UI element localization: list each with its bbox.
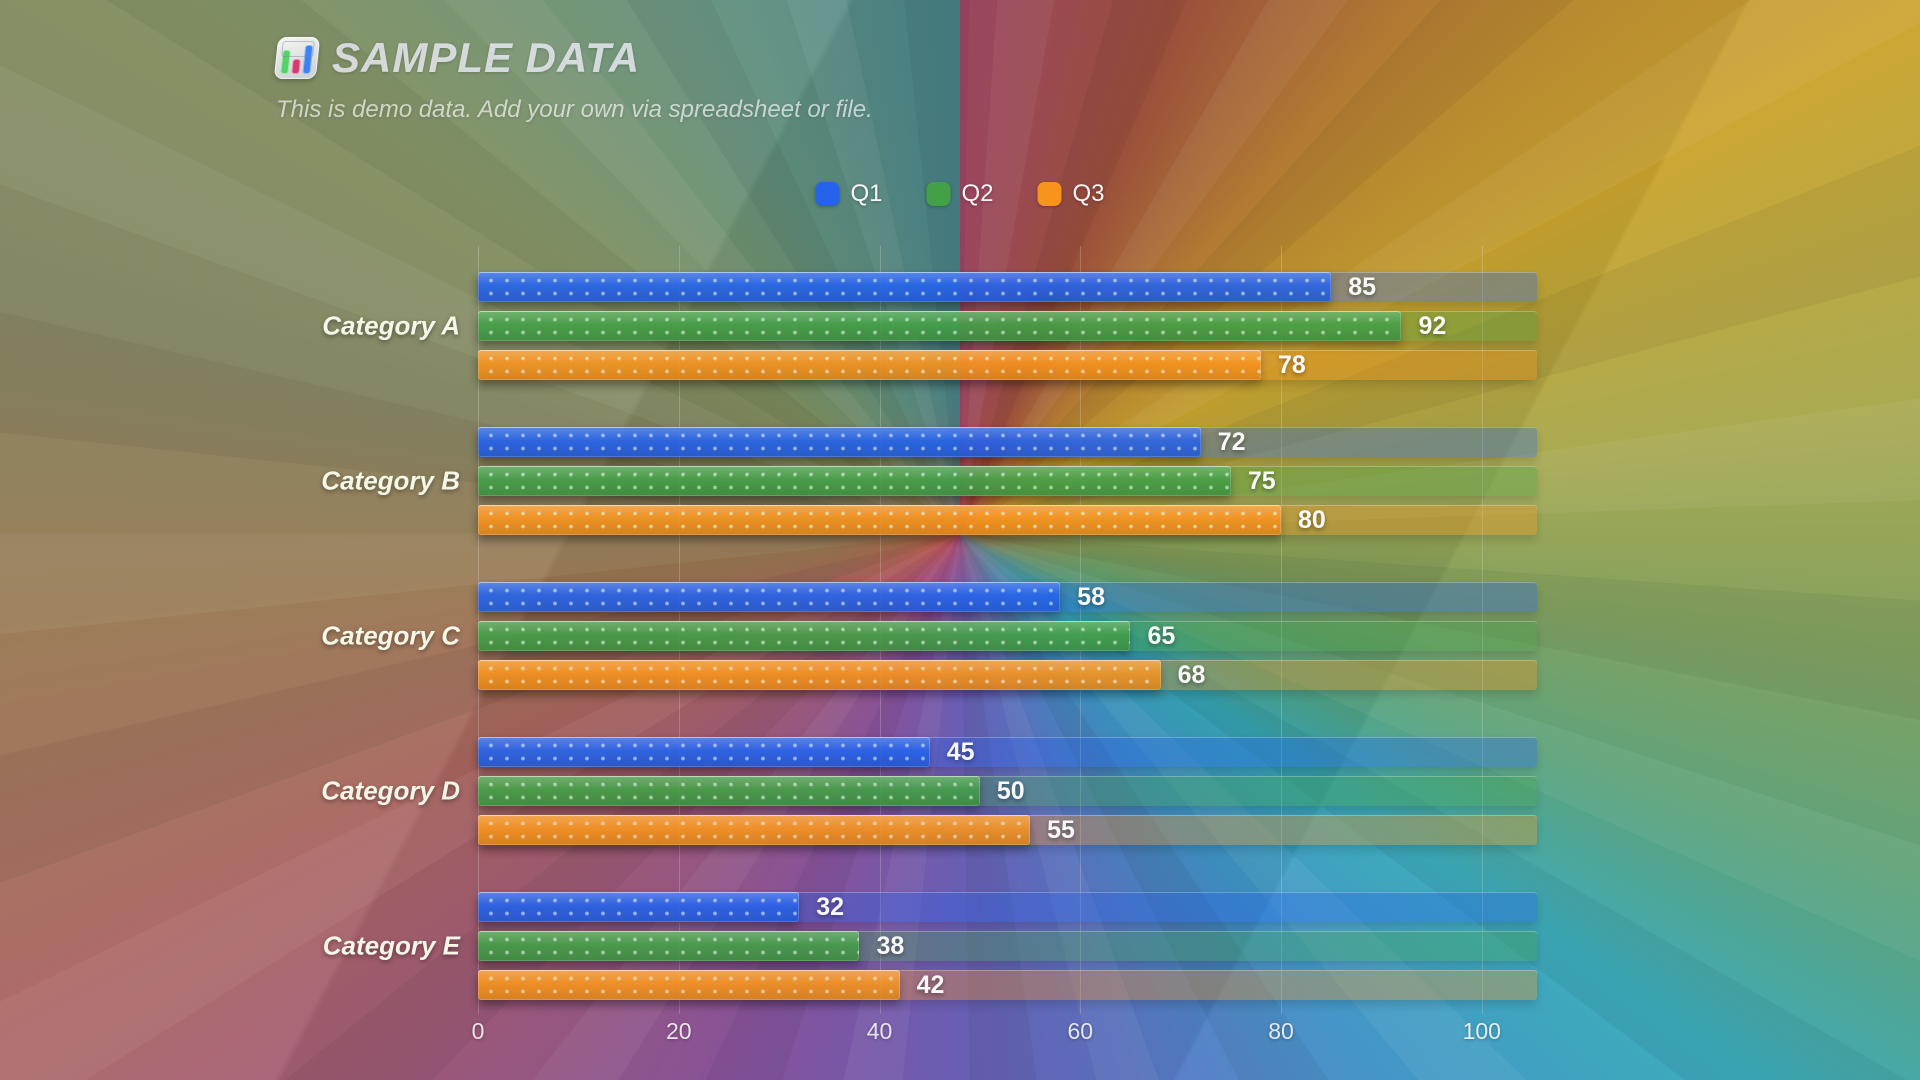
category-group: Category D 45 50 55	[321, 737, 1537, 845]
bar-q3[interactable]	[478, 350, 1261, 380]
bar-q3[interactable]	[478, 505, 1282, 535]
logo-bar-blue	[302, 45, 314, 74]
bar-row-q2: 75	[478, 466, 1537, 496]
bar-q1[interactable]	[478, 737, 930, 767]
bar-value-label: 85	[1348, 273, 1377, 301]
x-axis-tick-label: 80	[1268, 1018, 1294, 1044]
bar-q3[interactable]	[478, 815, 1031, 845]
bar-row-q2: 50	[478, 776, 1537, 806]
legend-label: Q3	[1072, 180, 1105, 207]
bar-q1[interactable]	[478, 272, 1332, 302]
bar-value-label: 80	[1298, 506, 1326, 534]
bar-q2[interactable]	[478, 621, 1131, 651]
bar-value-label: 38	[876, 932, 905, 960]
bar-q2[interactable]	[478, 776, 980, 806]
legend-swatch-q3	[1037, 182, 1062, 206]
legend-swatch-q2	[926, 182, 951, 206]
category-label: Category E	[322, 930, 460, 961]
bar-chart-logo-icon	[273, 37, 321, 79]
legend-label: Q2	[961, 180, 994, 207]
legend-item-q1[interactable]: Q1	[815, 180, 882, 208]
category-group: Category A 85 92 78	[322, 272, 1537, 380]
bar-q3[interactable]	[478, 660, 1161, 690]
legend-item-q3[interactable]: Q3	[1037, 180, 1105, 208]
category-group: Category E 32 38 42	[323, 892, 1537, 1000]
bar-value-label: 78	[1277, 351, 1306, 379]
bar-value-label: 92	[1418, 312, 1447, 340]
category-label: Category D	[321, 775, 460, 806]
category-group: Category C 58 65 68	[321, 582, 1537, 690]
bar-row-q3: 42	[478, 970, 1537, 1000]
bar-q3[interactable]	[478, 970, 900, 1000]
bar-row-q2: 65	[478, 621, 1537, 651]
category-label: Category B	[321, 465, 460, 496]
category-label: Category A	[322, 310, 460, 341]
chart-header: SAMPLE DATA This is demo data. Add your …	[273, 34, 873, 124]
x-axis-tick-label: 100	[1462, 1018, 1501, 1044]
x-axis-tick-label: 40	[866, 1018, 893, 1044]
bar-row-q1: 45	[478, 737, 1537, 767]
bar-value-label: 55	[1047, 816, 1075, 844]
bar-q2[interactable]	[478, 466, 1231, 496]
bar-q1[interactable]	[478, 582, 1061, 612]
legend-swatch-q1	[815, 182, 840, 206]
x-axis-tick-label: 20	[665, 1018, 692, 1044]
bar-row-q3: 55	[478, 815, 1537, 845]
bar-row-q3: 78	[478, 350, 1537, 380]
bar-q1[interactable]	[478, 892, 800, 922]
bar-value-label: 65	[1147, 622, 1176, 650]
bar-row-q2: 92	[478, 311, 1537, 341]
x-axis-tick-label: 60	[1067, 1018, 1094, 1044]
bar-row-q3: 68	[478, 660, 1537, 690]
bar-value-label: 58	[1077, 583, 1105, 611]
category-group: Category B 72 75 80	[321, 427, 1537, 535]
bar-q1[interactable]	[478, 427, 1201, 457]
bar-row-q1: 72	[478, 427, 1537, 457]
chart-title: SAMPLE DATA	[332, 34, 641, 81]
legend-label: Q1	[850, 180, 883, 207]
legend-item-q2[interactable]: Q2	[926, 180, 994, 208]
bar-row-q2: 38	[478, 931, 1537, 961]
bar-row-q1: 58	[478, 582, 1537, 612]
bar-value-label: 75	[1247, 467, 1276, 495]
bar-row-q1: 85	[478, 272, 1537, 302]
x-axis-tick-label: 0	[471, 1018, 485, 1044]
bar-value-label: 42	[916, 971, 945, 999]
chart-subtitle: This is demo data. Add your own via spre…	[276, 96, 873, 123]
category-label: Category C	[321, 620, 460, 651]
plot-area: Category A 85 92 78 Category B 72 75 80 Category…	[321, 246, 1537, 1048]
legend: Q1 Q2 Q3	[815, 180, 1105, 208]
bar-value-label: 50	[996, 777, 1025, 805]
bar-row-q1: 32	[478, 892, 1537, 922]
bar-value-label: 32	[816, 893, 845, 921]
bar-value-label: 72	[1217, 428, 1246, 456]
bar-q2[interactable]	[478, 311, 1402, 341]
bar-groups: Category A 85 92 78 Category B 72 75 80 Category…	[321, 272, 1537, 1000]
logo-bar-pink	[291, 59, 301, 74]
bar-value-label: 45	[946, 738, 975, 766]
bar-value-label: 68	[1177, 661, 1206, 689]
bar-row-q3: 80	[478, 505, 1537, 535]
logo-bar-green	[280, 50, 291, 74]
x-axis: 0 20 40 60 80 100	[472, 1018, 1537, 1048]
bar-q2[interactable]	[478, 931, 860, 961]
